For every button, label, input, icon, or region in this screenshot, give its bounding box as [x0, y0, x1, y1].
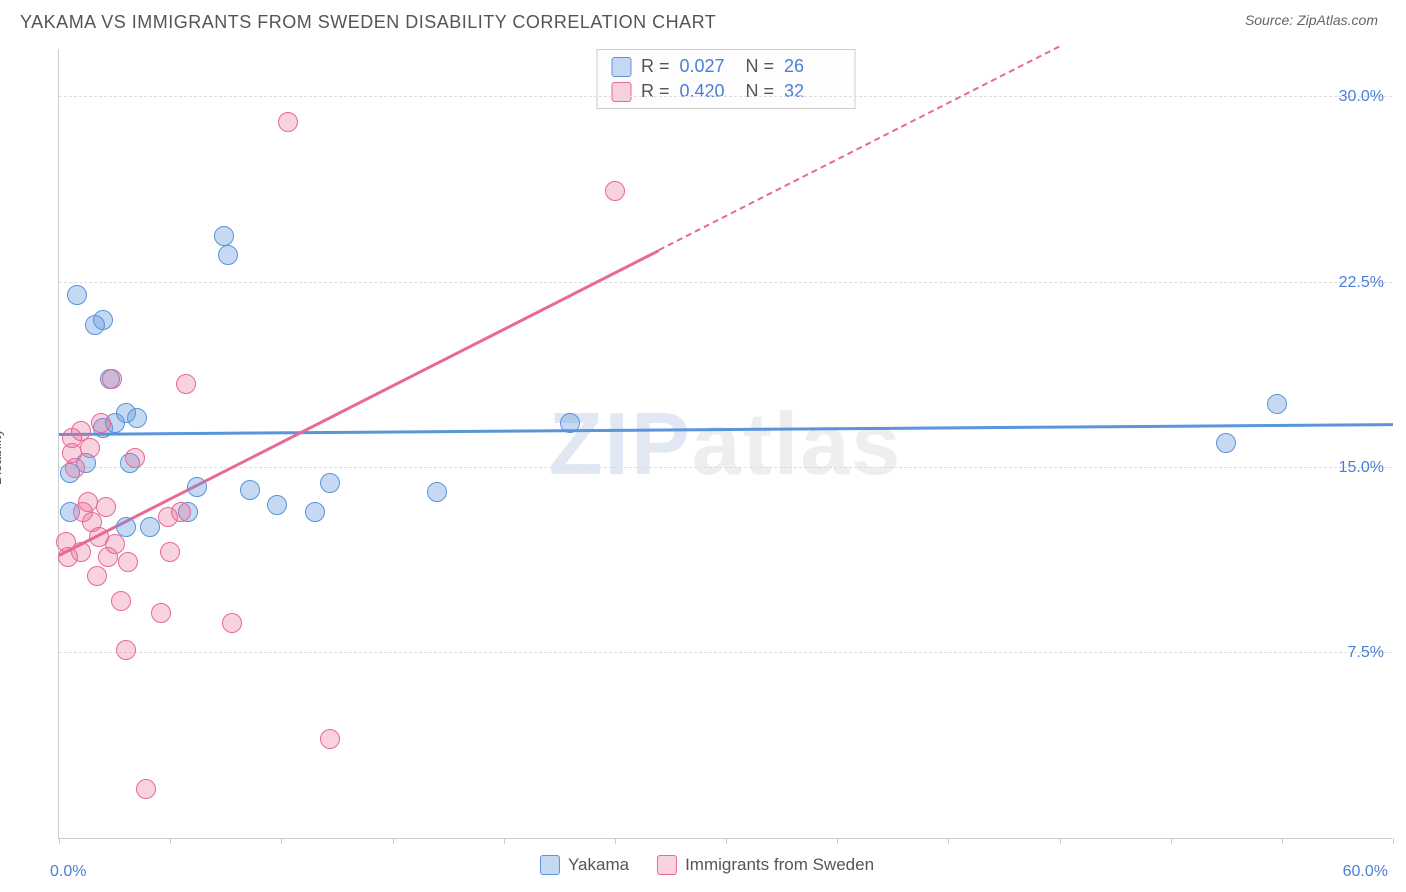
x-tick: [170, 838, 171, 844]
legend: Yakama Immigrants from Sweden: [540, 855, 874, 875]
x-axis-max-label: 60.0%: [1343, 863, 1388, 881]
data-point: [427, 482, 447, 502]
x-tick: [948, 838, 949, 844]
data-point: [305, 502, 325, 522]
stat-r-label: R =: [641, 56, 670, 77]
data-point: [118, 552, 138, 572]
data-point: [102, 369, 122, 389]
x-tick: [837, 838, 838, 844]
chart-header: YAKAMA VS IMMIGRANTS FROM SWEDEN DISABIL…: [8, 8, 1398, 37]
stats-row: R = 0.420 N = 32: [611, 79, 840, 104]
data-point: [1216, 433, 1236, 453]
x-tick: [59, 838, 60, 844]
x-tick: [1171, 838, 1172, 844]
data-point: [111, 591, 131, 611]
data-point: [1267, 394, 1287, 414]
series-swatch: [611, 57, 631, 77]
stat-n-label: N =: [746, 81, 775, 102]
data-point: [65, 458, 85, 478]
stat-r-value: 0.420: [680, 81, 736, 102]
watermark-atlas: atlas: [692, 394, 903, 493]
chart-container: Disability ZIPatlas R =0.027N =26R =0.42…: [12, 37, 1402, 877]
legend-label: Yakama: [568, 855, 629, 875]
data-point: [87, 566, 107, 586]
x-tick: [615, 838, 616, 844]
data-point: [267, 495, 287, 515]
stat-n-label: N =: [746, 56, 775, 77]
data-point: [78, 492, 98, 512]
x-axis-min-label: 0.0%: [50, 863, 86, 881]
data-point: [105, 534, 125, 554]
x-tick: [504, 838, 505, 844]
trend-line: [58, 249, 660, 557]
y-tick-label: 15.0%: [1339, 459, 1384, 477]
data-point: [127, 408, 147, 428]
gridline: [59, 96, 1392, 97]
stat-n-value: 32: [784, 81, 840, 102]
y-axis-label: Disability: [0, 429, 4, 485]
legend-label: Immigrants from Sweden: [685, 855, 874, 875]
legend-swatch: [540, 855, 560, 875]
x-tick: [1060, 838, 1061, 844]
data-point: [320, 473, 340, 493]
x-tick: [281, 838, 282, 844]
data-point: [560, 413, 580, 433]
legend-swatch: [657, 855, 677, 875]
data-point: [116, 517, 136, 537]
stat-n-value: 26: [784, 56, 840, 77]
data-point: [151, 603, 171, 623]
data-point: [176, 374, 196, 394]
data-point: [140, 517, 160, 537]
y-tick-label: 22.5%: [1339, 274, 1384, 292]
data-point: [218, 245, 238, 265]
data-point: [125, 448, 145, 468]
x-tick: [1282, 838, 1283, 844]
data-point: [278, 112, 298, 132]
data-point: [93, 310, 113, 330]
legend-item: Yakama: [540, 855, 629, 875]
trend-line: [59, 423, 1393, 436]
gridline: [59, 467, 1392, 468]
plot-area: ZIPatlas R = 0.027 N = 26 R = 0.420 N = 32 7.5%…: [58, 49, 1392, 839]
stats-row: R = 0.027 N = 26: [611, 54, 840, 79]
data-point: [71, 542, 91, 562]
legend-item: Immigrants from Sweden: [657, 855, 874, 875]
y-tick-label: 7.5%: [1348, 644, 1384, 662]
x-tick: [726, 838, 727, 844]
watermark-zip: ZIP: [549, 394, 692, 493]
stats-box: R = 0.027 N = 26 R = 0.420 N = 32: [596, 49, 855, 109]
data-point: [136, 779, 156, 799]
data-point: [91, 413, 111, 433]
y-tick-label: 30.0%: [1339, 88, 1384, 106]
stat-r-value: 0.027: [680, 56, 736, 77]
series-swatch: [611, 82, 631, 102]
chart-source: Source: ZipAtlas.com: [1245, 12, 1378, 28]
data-point: [605, 181, 625, 201]
data-point: [171, 502, 191, 522]
data-point: [222, 613, 242, 633]
stat-r-label: R =: [641, 81, 670, 102]
data-point: [187, 477, 207, 497]
data-point: [116, 640, 136, 660]
data-point: [67, 285, 87, 305]
gridline: [59, 652, 1392, 653]
data-point: [96, 497, 116, 517]
x-tick: [393, 838, 394, 844]
data-point: [240, 480, 260, 500]
gridline: [59, 282, 1392, 283]
watermark: ZIPatlas: [549, 393, 902, 495]
data-point: [214, 226, 234, 246]
data-point: [320, 729, 340, 749]
x-tick: [1393, 838, 1394, 844]
chart-title: YAKAMA VS IMMIGRANTS FROM SWEDEN DISABIL…: [20, 12, 716, 33]
data-point: [80, 438, 100, 458]
data-point: [160, 542, 180, 562]
